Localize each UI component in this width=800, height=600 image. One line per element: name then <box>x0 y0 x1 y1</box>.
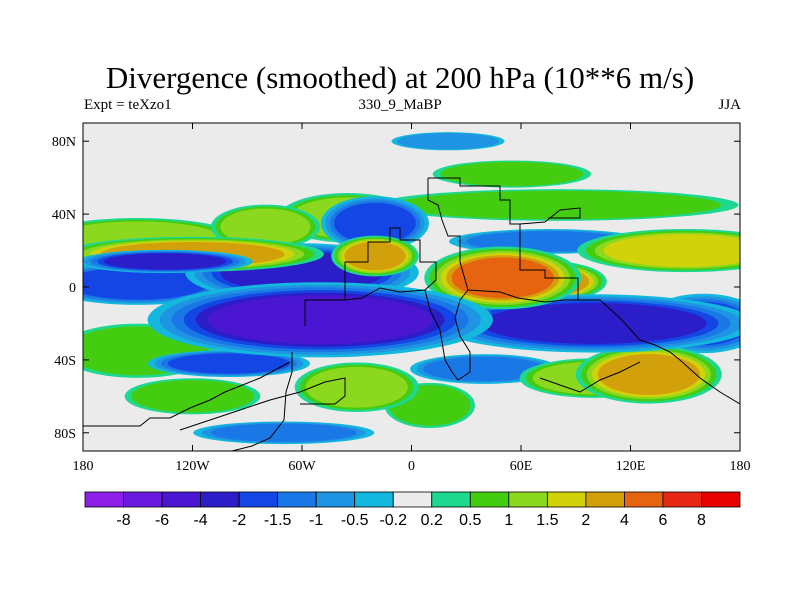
colorbar-label: -0.5 <box>341 512 369 529</box>
field-blob-core <box>83 268 202 298</box>
x-tick-label: 180 <box>730 459 751 474</box>
colorbar-label: 0.5 <box>459 512 481 529</box>
colorbar-label: -4 <box>193 512 207 529</box>
field-blob-core <box>603 356 695 393</box>
colorbar-label: 8 <box>697 512 706 529</box>
colorbar-label: -1.5 <box>264 512 292 529</box>
colorbar-swatch <box>585 491 625 508</box>
colorbar-swatch <box>508 491 548 508</box>
coastline-antarctic-edge <box>83 361 291 427</box>
field-blob-core <box>225 210 306 244</box>
y-tick-label: 80N <box>52 135 76 150</box>
coastline-asia-east <box>519 207 581 225</box>
field-blob-core <box>137 381 248 411</box>
colorbar-swatch <box>431 491 471 508</box>
y-tick-label: 80S <box>54 427 76 442</box>
colorbar-swatch <box>84 491 124 508</box>
colorbar-label: -8 <box>116 512 130 529</box>
field-blob-core <box>110 254 220 269</box>
field-blob-core <box>311 369 403 406</box>
field-blob-core <box>429 358 540 380</box>
field-blob-core <box>457 259 549 297</box>
colorbar-label: 1 <box>504 512 513 529</box>
colorbar-swatch <box>701 491 741 508</box>
field-blob-core <box>448 163 576 185</box>
colorbar-swatch <box>624 491 664 508</box>
colorbar-label: 0.2 <box>421 512 443 529</box>
field-blob-core <box>219 297 421 342</box>
colorbar-label: 1.5 <box>536 512 558 529</box>
field-blob-core <box>402 133 494 149</box>
coastline-north-america <box>304 227 437 326</box>
x-tick-label: 60W <box>288 459 316 474</box>
y-tick-label: 40S <box>54 354 76 369</box>
x-tick-label: 0 <box>408 459 415 474</box>
experiment-label: Expt = teXzo1 <box>84 97 172 113</box>
coastline-africa <box>424 289 471 381</box>
coastline-antarctic-edge-2 <box>179 377 346 431</box>
coastline-indian-ocean-edge <box>539 361 641 393</box>
colorbar-swatch <box>662 491 702 508</box>
colorbar-label: 2 <box>581 512 590 529</box>
colorbar-label: -1 <box>309 512 323 529</box>
colorbar-swatch <box>546 491 587 508</box>
colorbar-swatch <box>354 491 394 508</box>
colorbar-swatch <box>277 491 317 508</box>
colorbar-label: 4 <box>620 512 629 529</box>
y-tick-label: 40N <box>52 208 76 223</box>
heatmap-field <box>83 123 740 451</box>
colorbar-swatch <box>200 491 240 508</box>
colorbar-swatch <box>238 491 279 508</box>
coastline-indonesia-australia <box>578 299 740 405</box>
colorbar-swatch <box>161 491 201 508</box>
field-blob-core <box>338 205 412 242</box>
colorbar-swatch <box>392 491 433 508</box>
colorbar-swatch <box>123 491 163 508</box>
y-tick-label: 0 <box>69 281 76 296</box>
chart-title: Divergence (smoothed) at 200 hPa (10**6 … <box>105 60 695 95</box>
field-blob-core <box>612 235 740 266</box>
colorbar-label: -0.2 <box>379 512 407 529</box>
field-blob-core <box>174 354 284 373</box>
x-tick-label: 180 <box>73 459 94 474</box>
colorbar: -8 -6 -4 -2 -1.5 -1 -0.5 -0.2 0.2 0.5 1 1.5 2 4 6 8 <box>84 491 741 529</box>
field-blob-core <box>347 243 403 269</box>
colorbar-label: -6 <box>155 512 169 529</box>
colorbar-label: 6 <box>658 512 667 529</box>
x-tick-label: 120W <box>175 459 210 474</box>
coastline-outlines <box>83 177 740 451</box>
field-blob-core <box>411 192 704 218</box>
colorbar-label: -2 <box>232 512 246 529</box>
colorbar-swatch <box>315 491 356 508</box>
colorbar-swatch <box>469 491 510 508</box>
x-tick-label: 120E <box>616 459 646 474</box>
map-axes: 180 120W 60W 0 60E 120E 180 80N 40N 0 40S 80S <box>52 123 751 474</box>
coastline-south-america <box>229 352 293 451</box>
run-id-label: 330_9_MaBP <box>358 97 442 113</box>
field-blob-core <box>210 423 357 442</box>
field-blob-core <box>493 305 695 342</box>
season-label: JJA <box>718 97 741 113</box>
x-tick-label: 60E <box>510 459 533 474</box>
